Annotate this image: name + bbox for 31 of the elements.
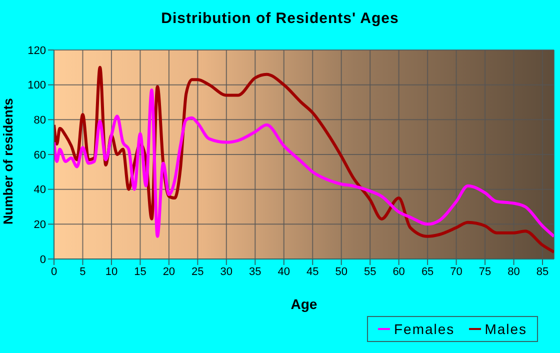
y-tick-label: 0 (40, 254, 46, 266)
x-axis-title: Age (290, 296, 318, 312)
x-tick-label: 80 (508, 266, 520, 278)
y-tick-label: 120 (28, 44, 46, 57)
x-tick-label: 55 (364, 266, 376, 278)
y-tick-label: 100 (28, 80, 46, 92)
y-tick-label: 20 (34, 219, 46, 232)
chart-title: Distribution of Residents' Ages (160, 10, 400, 27)
x-tick-label: 70 (450, 266, 462, 278)
y-tick-label: 60 (34, 149, 46, 162)
x-tick-label: 40 (278, 266, 290, 278)
x-tick-label: 50 (335, 266, 348, 278)
y-tick-label: 80 (34, 114, 46, 127)
x-tick-label: 5 (80, 266, 86, 278)
x-tick-label: 65 (421, 266, 434, 278)
legend-label: Females (394, 321, 455, 337)
x-tick-label: 35 (249, 266, 262, 278)
x-tick-label: 15 (134, 266, 146, 278)
y-tick-label: 40 (34, 184, 46, 196)
x-tick-label: 75 (478, 266, 492, 278)
line-series (54, 88, 554, 238)
x-tick-label: 30 (220, 266, 233, 278)
x-tick-label: 25 (192, 266, 204, 278)
x-tick-label: 20 (162, 266, 176, 278)
legend-label: Males (484, 321, 528, 337)
x-tick-label: 85 (536, 266, 549, 278)
x-tick-label: 10 (105, 266, 118, 278)
x-tick-label: 0 (50, 266, 58, 278)
x-tick-label: 45 (306, 266, 319, 278)
y-axis-title: Number of residents (0, 98, 16, 224)
x-tick-label: 60 (392, 266, 405, 278)
